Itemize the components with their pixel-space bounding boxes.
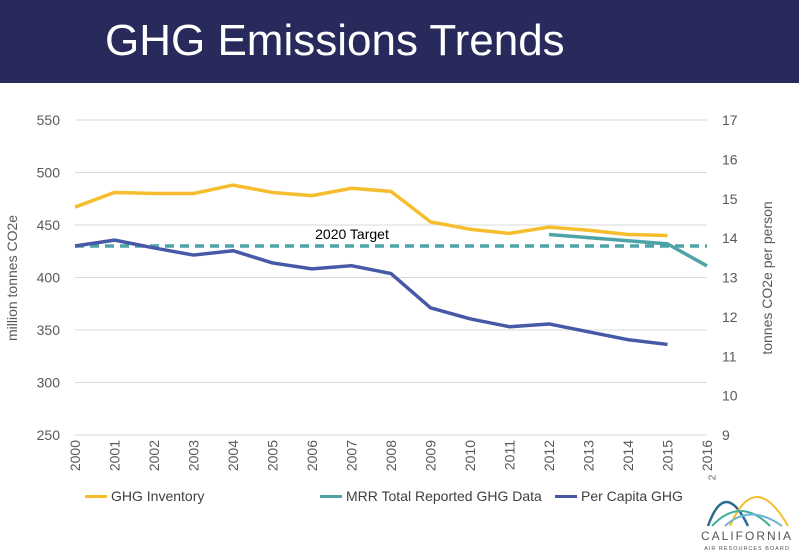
y-tick-label: 550	[37, 112, 61, 128]
legend-swatch	[85, 494, 107, 498]
legend-mrr: MRR Total Reported GHG Data	[320, 488, 542, 504]
header-bar: GHG Emissions Trends	[0, 0, 799, 83]
y-tick-label: 300	[37, 375, 61, 391]
y-axis-title: million tonnes CO2e	[4, 215, 20, 341]
x-tick-label: 2013	[581, 440, 597, 471]
series-line-ghg-inventory	[74, 183, 668, 238]
x-tick-label: 2016	[699, 440, 715, 471]
x-tick-label: 2015	[660, 440, 676, 471]
x-tick-label: 2010	[462, 440, 478, 471]
x-tick-label: 2005	[265, 440, 281, 471]
x-tick-label: 2004	[225, 440, 241, 471]
y2-tick-label: 11	[722, 348, 737, 364]
y2-tick-label: 9	[722, 427, 730, 443]
x-tick-label: 2001	[107, 440, 123, 471]
carb-logo: CALIFORNIA AIR RESOURCES BOARD	[701, 496, 793, 552]
y2-axis-title: tonnes CO2e per person	[759, 201, 775, 354]
slide-title: GHG Emissions Trends	[105, 16, 565, 65]
y-tick-label: 350	[37, 322, 61, 338]
series-line-per-capita-ghg	[74, 238, 668, 347]
x-tick-label: 2003	[186, 440, 202, 471]
legend-label: MRR Total Reported GHG Data	[346, 488, 542, 504]
x-tick-label: 2014	[620, 440, 636, 471]
svg-text:AIR RESOURCES BOARD: AIR RESOURCES BOARD	[704, 546, 790, 552]
y-tick-label: 450	[37, 217, 61, 233]
y-tick-label: 500	[37, 165, 61, 181]
y2-tick-label: 12	[722, 309, 738, 325]
y2-tick-label: 13	[722, 270, 738, 286]
y2-tick-label: 14	[722, 230, 738, 246]
x-tick-label: 2002	[146, 440, 162, 471]
target-label: 2020 Target	[315, 226, 389, 242]
x-tick-label: 2007	[344, 440, 360, 471]
svg-text:CALIFORNIA: CALIFORNIA	[701, 529, 793, 543]
x-tick-label: 2000	[67, 440, 83, 471]
x-tick-label: 2006	[304, 440, 320, 471]
legend-per-capita: Per Capita GHG	[555, 488, 683, 504]
legend-swatch	[555, 494, 577, 498]
y2-tick-label: 15	[722, 191, 738, 207]
legend-label: Per Capita GHG	[581, 488, 683, 504]
y-tick-label: 250	[37, 427, 61, 443]
y2-tick-label: 17	[722, 112, 738, 128]
x-tick-label: 2012	[541, 440, 557, 471]
y2-tick-label: 10	[722, 388, 738, 404]
legend-label: GHG Inventory	[111, 488, 205, 504]
y-tick-label: 400	[37, 270, 61, 286]
y2-tick-label: 16	[722, 151, 738, 167]
x-tick-label: 2009	[423, 440, 439, 471]
legend-swatch	[320, 494, 342, 498]
x-tick-label: 2008	[383, 440, 399, 471]
series-line-mrr-total-reported-ghg-data	[548, 232, 708, 268]
x-tick-label: 2011	[502, 440, 518, 470]
legend-ghg-inventory: GHG Inventory	[85, 488, 204, 504]
